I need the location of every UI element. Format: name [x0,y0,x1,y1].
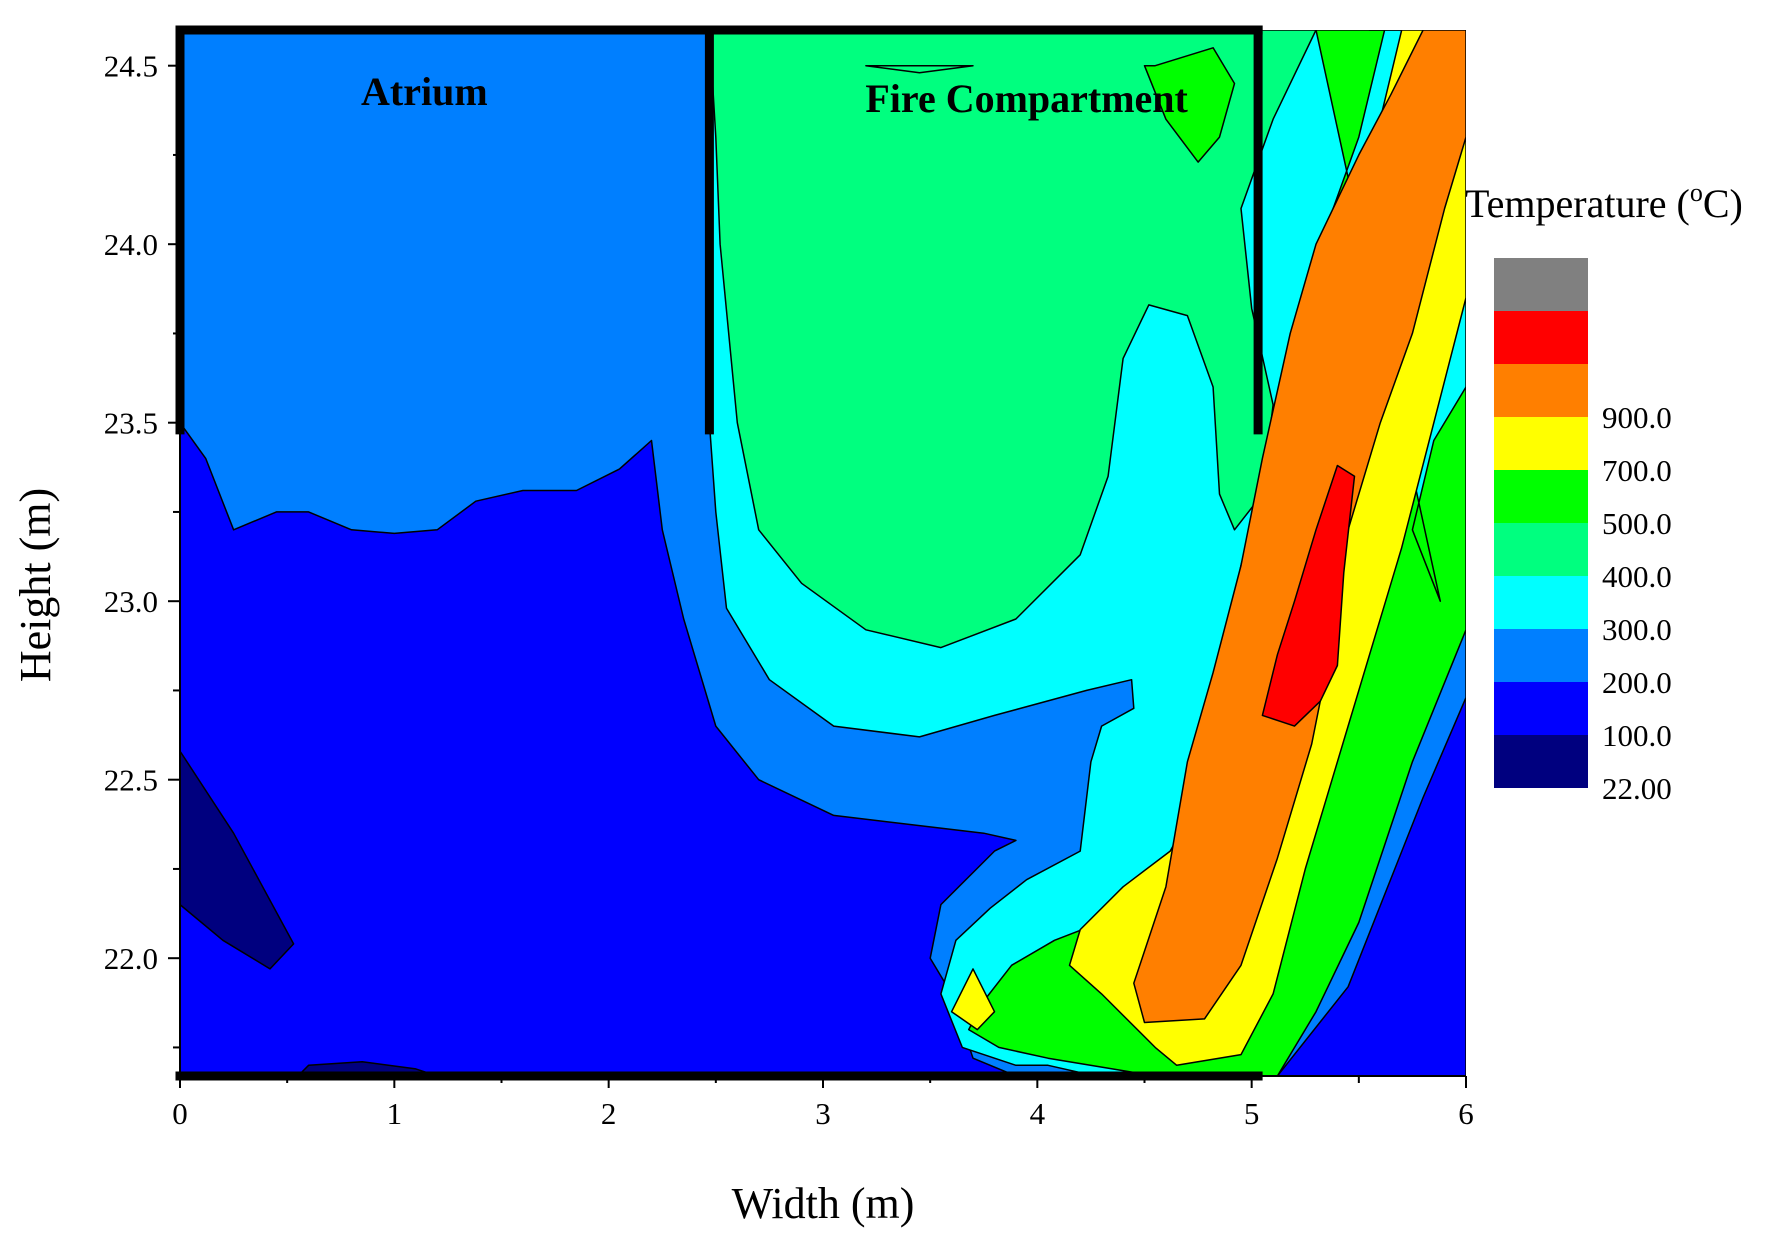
legend-swatch [1494,576,1588,629]
annotation-atrium: Atrium [361,69,488,114]
y-tick-label: 23.5 [104,406,158,441]
legend-label: 200.0 [1602,665,1672,700]
legend-swatch [1494,682,1588,735]
annotation-fire-compartment: Fire Compartment [865,76,1188,121]
x-tick-label: 2 [601,1096,617,1131]
legend-title: Temperature (oC) [1465,178,1743,226]
x-tick-label: 0 [172,1096,188,1131]
y-tick-label: 24.5 [104,49,158,84]
legend-label: 22.00 [1602,771,1672,806]
legend-title-degree: o [1690,178,1703,207]
y-tick-label: 22.0 [104,941,158,976]
y-axis-title: Height (m) [11,488,60,682]
legend-swatch [1494,417,1588,470]
legend-label: 100.0 [1602,718,1672,753]
contour-region-400-500 [708,30,1317,649]
legend-label: 900.0 [1602,400,1672,435]
x-axis-title: Width (m) [732,1179,915,1228]
contour-region-900+ [1261,464,1356,727]
legend-label: 300.0 [1602,612,1672,647]
contour-region-500-700 [1143,47,1236,163]
legend-label: 400.0 [1602,559,1672,594]
y-tick-label: 23.0 [104,584,158,619]
x-tick-label: 1 [387,1096,403,1131]
legend-swatch [1494,311,1588,364]
legend-swatch [1494,258,1588,311]
y-tick-label: 24.0 [104,227,158,262]
legend-swatch [1494,735,1588,788]
legend-swatches: 900.0 700.0 500.0 400.0 300.0 200.0 100.0 22.00 [1494,258,1672,806]
contour-region-700-900 [950,968,996,1031]
contour-region-400-500 [865,64,974,74]
x-tick-label: 5 [1244,1096,1260,1131]
legend-label: 500.0 [1602,506,1672,541]
legend-label: 700.0 [1602,453,1672,488]
x-tick-label: 6 [1458,1096,1474,1131]
y-tick-label: 22.5 [104,763,158,798]
axes: 0 1 2 3 4 5 6 22.0 22.5 23.0 23.5 24.0 24.5 [104,30,1474,1131]
plot-area [180,30,1466,1076]
legend-swatch [1494,629,1588,682]
x-tick-label: 4 [1030,1096,1046,1131]
contour-region-900- [1133,30,1466,1024]
legend-swatch [1494,364,1588,417]
x-tick-label: 3 [815,1096,831,1131]
contour-region-22-100 [180,750,295,970]
legend-swatch [1494,523,1588,576]
legend-swatch [1494,470,1588,523]
legend: Temperature (oC) 900.0 700.0 500.0 400.0 300… [1465,178,1743,806]
